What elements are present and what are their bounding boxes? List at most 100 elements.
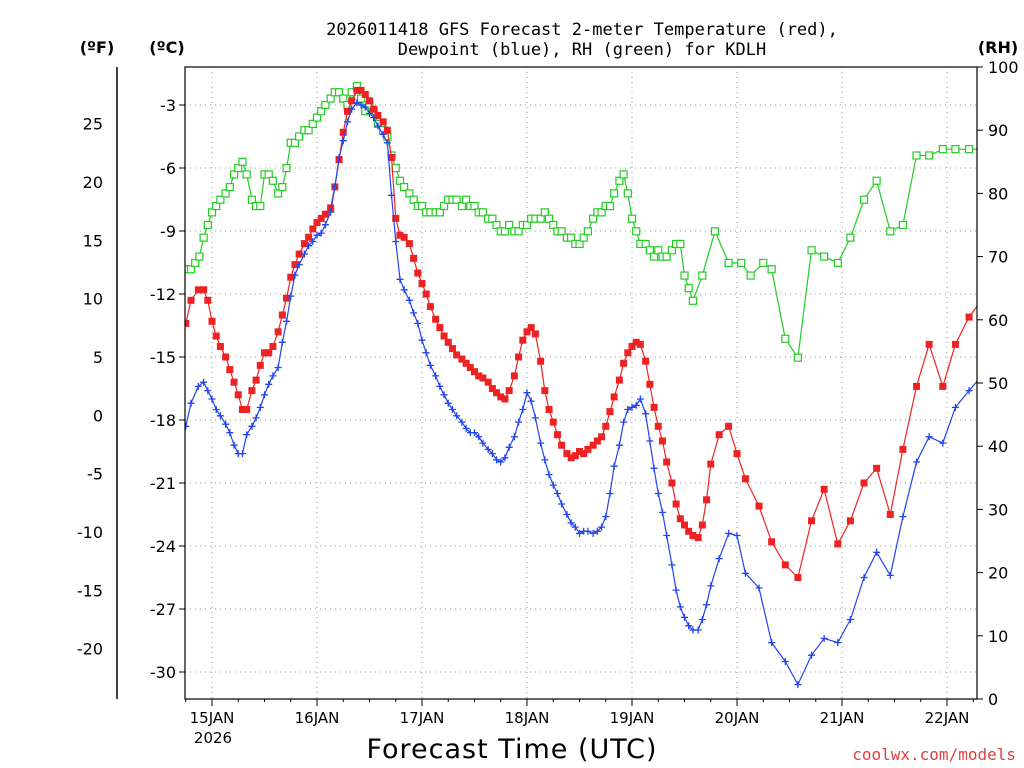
rh-point — [964, 145, 974, 154]
dewpoint-point — [471, 429, 478, 437]
dewpoint-point — [388, 191, 396, 199]
dewpoint-point — [768, 639, 776, 647]
temperature-point — [527, 324, 535, 332]
dewpoint-point — [820, 634, 828, 642]
rh-point — [589, 214, 598, 223]
dewpoint-point — [563, 511, 571, 518]
dewpoint-point — [488, 450, 496, 458]
temperature-point — [610, 393, 618, 401]
temperature-point — [366, 97, 373, 105]
dewpoint-point — [589, 529, 597, 537]
dewpoint-point — [313, 231, 321, 239]
celsius-tick-label: -12 — [150, 285, 176, 304]
dewpoint-point — [305, 242, 313, 250]
dewpoint-point — [725, 529, 733, 537]
temperature-point — [222, 353, 230, 361]
temperature-point — [668, 479, 676, 487]
rh-point — [500, 227, 510, 236]
dewpoint-point — [392, 238, 400, 245]
temperature-point — [794, 574, 802, 581]
dewpoint-point — [216, 412, 224, 420]
dewpoint-point — [978, 372, 985, 379]
temperature-point — [488, 385, 496, 392]
temperature-point — [703, 496, 711, 504]
temperature-point — [663, 458, 671, 466]
temperature-point — [620, 359, 628, 367]
rh-point — [234, 164, 243, 173]
temperature-point — [475, 372, 483, 380]
dewpoint-point — [558, 500, 566, 508]
dewpoint-point — [860, 574, 868, 581]
temperature-point — [422, 290, 430, 298]
dewpoint-point — [620, 418, 628, 426]
temperature-point — [658, 437, 666, 445]
dewpoint-point — [834, 639, 842, 647]
rh-point — [242, 170, 251, 179]
dewpoint-point — [541, 456, 549, 464]
dewpoint-point — [185, 422, 190, 430]
rh-point — [492, 220, 501, 230]
chart-title-line2: Dewpoint (blue), RH (green) for KDLH — [398, 40, 766, 60]
rh-point — [793, 353, 803, 362]
temperature-point — [453, 351, 461, 359]
rh-point — [317, 107, 326, 116]
dewpoint-point — [505, 443, 513, 451]
dewpoint-series — [185, 99, 985, 689]
rh-point — [312, 113, 322, 122]
temperature-point — [576, 448, 583, 455]
rh-point — [295, 132, 304, 141]
dewpoint-point — [899, 513, 907, 521]
dewpoint-point — [321, 221, 329, 229]
dewpoint-point — [410, 309, 418, 317]
rh-point — [833, 258, 842, 268]
temperature-point — [226, 366, 234, 374]
rh-point — [247, 195, 256, 204]
rh-point — [645, 246, 654, 255]
dewpoint-point — [331, 183, 339, 191]
temperature-point — [654, 422, 662, 430]
rh-point — [308, 119, 317, 128]
temperature-point — [553, 431, 561, 439]
rh-tick-label: 10 — [988, 627, 1008, 646]
series-layer — [185, 81, 985, 689]
rh-point — [212, 201, 221, 211]
rh-point — [304, 126, 313, 135]
temperature-point — [444, 338, 452, 346]
dewpoint-point — [925, 433, 933, 441]
temperature-point — [287, 273, 295, 281]
temperature-point — [392, 214, 400, 222]
rh-point — [191, 258, 200, 268]
temperature-point — [248, 387, 256, 395]
dewpoint-point — [519, 406, 527, 413]
grid-lines — [185, 67, 977, 699]
rh-point — [274, 189, 283, 198]
dewpoint-point — [256, 403, 264, 411]
temperature-point — [808, 517, 816, 525]
temperature-point — [348, 97, 356, 105]
rh-point — [326, 94, 335, 103]
temperature-point — [873, 464, 881, 472]
rh-point — [737, 258, 746, 268]
dewpoint-point — [781, 658, 789, 665]
temperature-point — [510, 372, 518, 380]
temperature-point — [951, 340, 959, 348]
dewpoint-point — [226, 429, 234, 437]
dewpoint-point — [208, 395, 216, 403]
rh-point — [536, 214, 545, 223]
x-tick-label: 20JAN — [715, 709, 760, 727]
rh-point — [391, 164, 400, 173]
dewpoint-point — [426, 361, 434, 369]
rh-tick-label: 0 — [988, 690, 998, 709]
temperature-point — [642, 357, 650, 365]
dewpoint-point — [497, 458, 505, 466]
rh-point — [938, 145, 947, 154]
dewpoint-point — [462, 424, 470, 432]
rh-point — [405, 189, 414, 198]
temperature-point — [305, 233, 313, 241]
rh-point — [605, 201, 615, 211]
temperature-point — [834, 540, 842, 548]
celsius-tick-label: -18 — [150, 411, 176, 430]
rh-point — [898, 220, 908, 230]
fahrenheit-tick-label: 25 — [83, 115, 103, 134]
temperature-point — [624, 349, 632, 357]
